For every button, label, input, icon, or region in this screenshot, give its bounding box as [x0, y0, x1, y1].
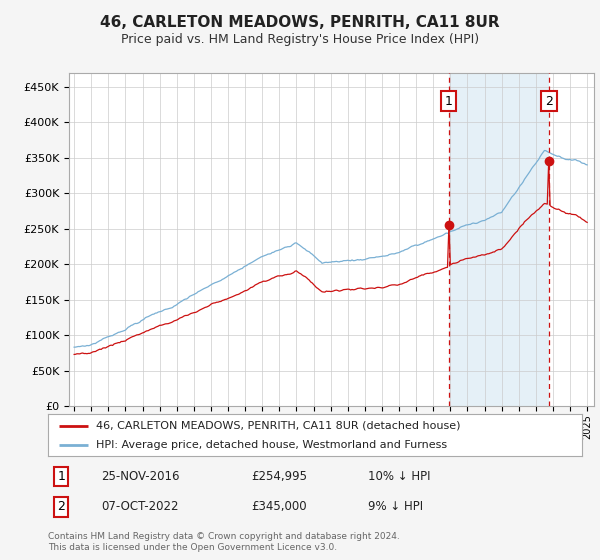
- Text: 46, CARLETON MEADOWS, PENRITH, CA11 8UR: 46, CARLETON MEADOWS, PENRITH, CA11 8UR: [100, 15, 500, 30]
- Text: Price paid vs. HM Land Registry's House Price Index (HPI): Price paid vs. HM Land Registry's House …: [121, 32, 479, 46]
- Text: HPI: Average price, detached house, Westmorland and Furness: HPI: Average price, detached house, West…: [96, 440, 447, 450]
- Text: £345,000: £345,000: [251, 501, 307, 514]
- Text: 9% ↓ HPI: 9% ↓ HPI: [368, 501, 424, 514]
- Text: 25-NOV-2016: 25-NOV-2016: [101, 470, 180, 483]
- Bar: [449, 73, 549, 406]
- Text: 2: 2: [545, 95, 553, 108]
- Text: Contains HM Land Registry data © Crown copyright and database right 2024.
This d: Contains HM Land Registry data © Crown c…: [48, 531, 400, 553]
- Text: 46, CARLETON MEADOWS, PENRITH, CA11 8UR (detached house): 46, CARLETON MEADOWS, PENRITH, CA11 8UR …: [96, 421, 461, 431]
- Text: 10% ↓ HPI: 10% ↓ HPI: [368, 470, 431, 483]
- Text: 07-OCT-2022: 07-OCT-2022: [101, 501, 179, 514]
- Text: £254,995: £254,995: [251, 470, 307, 483]
- Text: 1: 1: [445, 95, 452, 108]
- Text: 2: 2: [58, 501, 65, 514]
- Text: 1: 1: [58, 470, 65, 483]
